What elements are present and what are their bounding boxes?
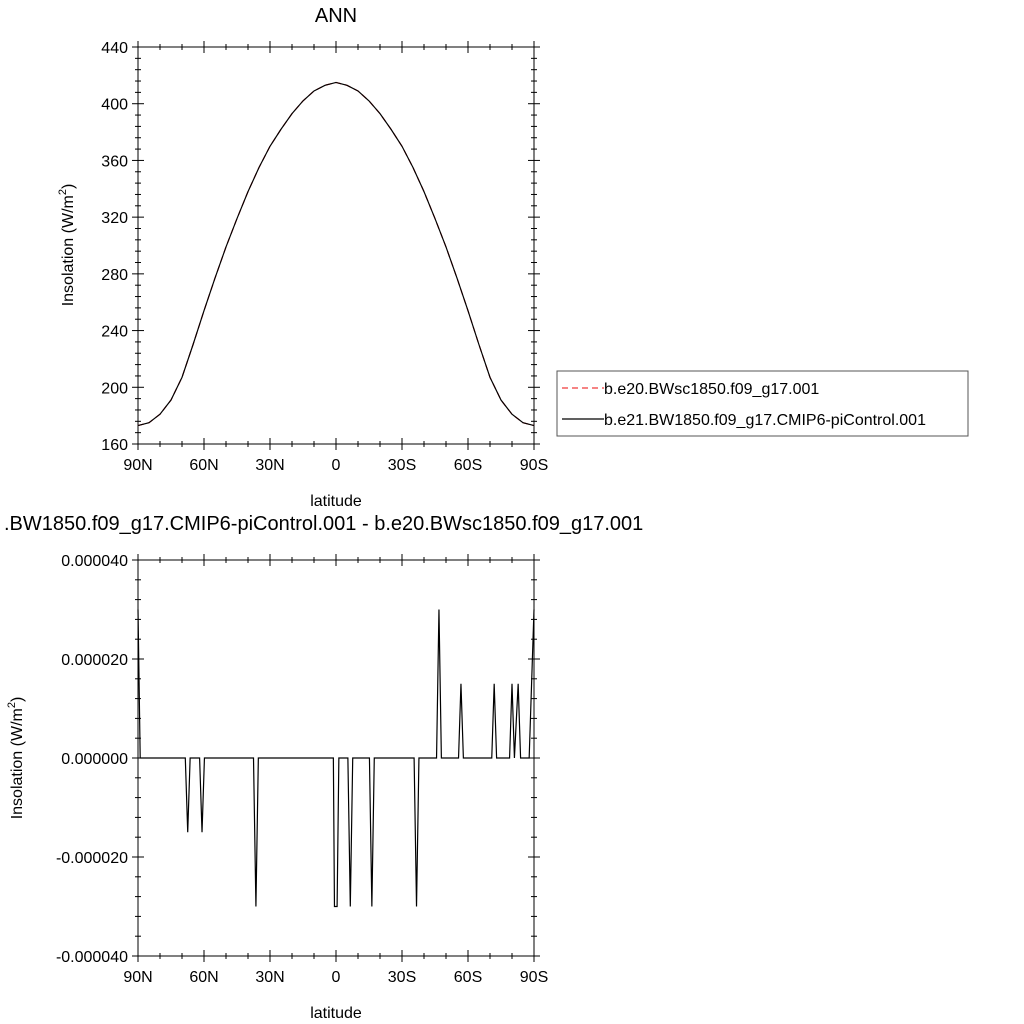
x-tick-label: 60S [454,457,482,474]
bottom-y-tick-labels: -0.000040 -0.000020 0.000000 0.000020 0.0000… [56,553,128,966]
bottom-x-axis-label: latitude [310,1005,362,1022]
legend-box [556,370,969,437]
x-tick-label: 30N [255,457,284,474]
series-line-1 [137,81,535,427]
x-tick-label: 90N [123,457,152,474]
x-tick-label: 0 [332,969,341,986]
top-panel: ANN 160 200 240 280 320 360 400 440 90N 60N 30N 0 3… [57,5,969,510]
y-tick-label: 0.000020 [61,652,128,669]
x-tick-label: 60N [189,457,218,474]
y-tick-label: -0.000020 [56,850,128,867]
y-tick-label: 200 [101,380,128,397]
bottom-chart-title: .BW1850.f09_g17.CMIP6-piControl.001 - b.… [4,513,643,535]
top-y-axis-label-main: Insolation (W/m [60,195,77,306]
top-y-tick-labels: 160 200 240 280 320 360 400 440 [101,40,128,454]
legend: b.e20.BWsc1850.f09_g17.001 b.e21.BW1850.… [556,370,969,437]
y-tick-label: 0.000000 [61,751,128,768]
x-tick-label: 90S [520,457,548,474]
x-tick-label: 0 [332,457,341,474]
y-tick-label: 160 [101,437,128,454]
bottom-y-axis-label: Insolation (W/m2) [6,697,26,820]
bottom-x-tick-labels: 90N 60N 30N 0 30S 60S 90S [123,969,548,986]
top-y-axis-label-sup: 2 [57,189,69,195]
bottom-y-axis-label-main: Insolation (W/m [9,708,26,819]
bottom-y-axis-label-sup: 2 [6,702,18,708]
y-tick-label: 0.000040 [61,553,128,570]
series-line-1 [137,609,535,908]
x-tick-label: 90S [520,969,548,986]
x-tick-label: 60S [454,969,482,986]
legend-label-series-1: b.e20.BWsc1850.f09_g17.001 [604,381,819,398]
top-x-axis-label: latitude [310,493,362,510]
series-line-2 [137,81,535,427]
x-tick-label: 30N [255,969,284,986]
top-y-axis-label: Insolation (W/m2) [57,184,77,307]
top-axis-ticks [132,41,540,450]
legend-label-series-2: b.e21.BW1850.f09_g17.CMIP6-piControl.001 [604,412,926,429]
y-tick-label: -0.000040 [56,949,128,966]
x-tick-label: 90N [123,969,152,986]
y-tick-label: 400 [101,97,128,114]
y-tick-label: 360 [101,153,128,170]
top-y-axis-label-close: ) [60,184,77,189]
x-tick-label: 30S [388,969,416,986]
top-series-group [137,81,535,427]
y-tick-label: 320 [101,210,128,227]
y-tick-label: 440 [101,40,128,57]
y-tick-label: 240 [101,324,128,341]
top-x-tick-labels: 90N 60N 30N 0 30S 60S 90S [123,457,548,474]
y-tick-label: 280 [101,267,128,284]
top-chart-title: ANN [315,5,357,27]
x-tick-label: 60N [189,969,218,986]
bottom-series-group [137,609,535,908]
bottom-panel: .BW1850.f09_g17.CMIP6-piControl.001 - b.… [4,513,643,1022]
x-tick-label: 30S [388,457,416,474]
bottom-y-axis-label-close: ) [9,697,26,702]
top-plot-frame [137,46,535,445]
